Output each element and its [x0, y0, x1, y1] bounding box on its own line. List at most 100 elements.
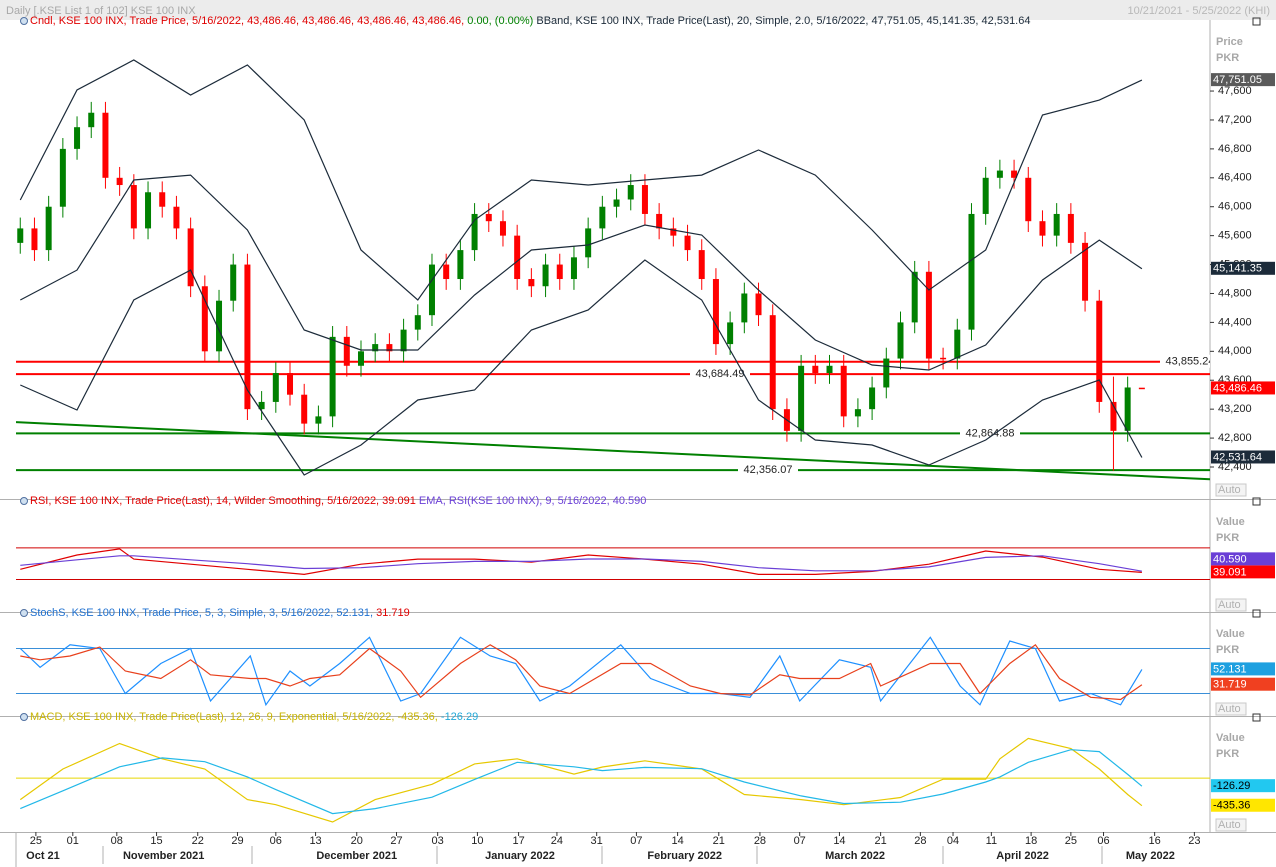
line-label: 42,864.88: [966, 427, 1015, 439]
legend-icon: [20, 609, 28, 617]
auto-button[interactable]: Auto: [1218, 599, 1241, 611]
candle-body: [216, 300, 223, 352]
frame: [0, 20, 1276, 867]
candle-body: [485, 213, 492, 222]
line-label-bg: [690, 367, 750, 381]
y-tick-label: 43,200: [1218, 403, 1252, 415]
value-badge: [1211, 662, 1275, 676]
x-tick-label: 21: [713, 835, 725, 847]
candle-body: [755, 293, 762, 316]
x-tick-label: 04: [947, 835, 959, 847]
value-badge-label: 52.131: [1213, 663, 1247, 675]
legend-entry: Cndl, KSE 100 INX, Trade Price, 5/16/202…: [30, 15, 467, 27]
candle-body: [599, 206, 606, 229]
x-tick-label: 31: [591, 835, 603, 847]
x-tick-label: 16: [1149, 835, 1161, 847]
candle-body: [954, 329, 961, 359]
line-label: 43,855.24: [1166, 356, 1215, 368]
candle-body: [59, 148, 66, 207]
candle-body: [443, 264, 450, 280]
y-tick-label: 46,400: [1218, 172, 1252, 184]
series-line: [20, 259, 1143, 476]
x-tick-label: 08: [111, 835, 123, 847]
candle-body: [741, 293, 748, 323]
auto-button-bg: [1215, 483, 1247, 497]
header-range: 10/21/2021 - 5/25/2022 (KHI): [1128, 5, 1270, 17]
candle-body: [542, 264, 549, 287]
y-tick-label: 46,000: [1218, 201, 1252, 213]
candle-body: [641, 185, 648, 214]
candle-body: [386, 344, 393, 352]
y-axis-title: Value: [1216, 732, 1245, 744]
candle-body: [1053, 213, 1060, 236]
auto-button[interactable]: Auto: [1218, 703, 1241, 715]
candle-body: [145, 192, 152, 229]
legend-entry: StochS, KSE 100 INX, Trade Price, 5, 3, …: [30, 607, 376, 619]
auto-button[interactable]: Auto: [1218, 819, 1241, 831]
value-badge-label: 39.091: [1213, 566, 1247, 578]
x-month-label: Oct 21: [26, 850, 60, 862]
y-tick-label: 44,400: [1218, 316, 1252, 328]
candle-body: [613, 199, 620, 207]
x-month-label: January 2022: [485, 850, 555, 862]
candle-body: [272, 373, 279, 402]
candle-body: [130, 185, 137, 229]
candle-body: [357, 351, 364, 366]
candle-body: [173, 206, 180, 229]
legend-entry: BBand, KSE 100 INX, Trade Price(Last), 2…: [533, 15, 1030, 27]
x-tick-label: 28: [914, 835, 926, 847]
candle-body: [315, 416, 322, 424]
value-badge-label: 42,531.64: [1213, 451, 1262, 463]
panel-icons: [1252, 17, 1261, 722]
candle-body: [17, 228, 24, 243]
candle-body: [869, 387, 876, 410]
candle-body: [102, 112, 109, 178]
value-badge: [1211, 798, 1275, 812]
x-tick-label: 15: [150, 835, 162, 847]
x-tick-label: 28: [754, 835, 766, 847]
auto-button-bg: [1215, 702, 1247, 716]
line-label: 43,684.49: [696, 368, 745, 380]
candle-body: [1082, 242, 1089, 301]
candle-body: [244, 264, 251, 410]
panel-icon: [1252, 713, 1261, 722]
legend-icon: [20, 713, 28, 721]
y-tick-label: 47,600: [1218, 85, 1252, 97]
auto-button-bg: [1215, 598, 1247, 612]
legend: StochS, KSE 100 INX, Trade Price, 5, 3, …: [30, 607, 410, 619]
series-line: [20, 555, 1143, 572]
candle-body: [684, 235, 691, 251]
legend-entry: 31.719: [376, 607, 410, 619]
x-tick-label: 20: [351, 835, 363, 847]
x-tick-label: 18: [1025, 835, 1037, 847]
candle-body: [798, 365, 805, 431]
x-tick-label: 21: [874, 835, 886, 847]
candle-body: [1039, 221, 1046, 236]
x-month-label: February 2022: [647, 850, 722, 862]
candle-body: [88, 112, 95, 128]
value-badge-label: -126.29: [1213, 780, 1250, 792]
candle-body: [826, 365, 833, 374]
candle-body: [585, 228, 592, 258]
legend-icon: [20, 497, 28, 505]
candle-body: [1011, 170, 1018, 178]
candle-body: [698, 250, 705, 280]
candle-body: [528, 279, 535, 287]
x-tick-label: 24: [551, 835, 563, 847]
series-line: [19, 59, 1143, 301]
x-tick-label: 23: [1188, 835, 1200, 847]
panel: [16, 547, 1210, 581]
candle-body: [1110, 401, 1117, 431]
candle-body: [670, 228, 677, 236]
candle-body: [911, 271, 918, 323]
y-axis-title: Value: [1216, 516, 1245, 528]
x-tick-label: 13: [309, 835, 321, 847]
value-badge-label: 45,141.35: [1213, 263, 1262, 275]
x-tick-label: 06: [1097, 835, 1109, 847]
y-tick-label: 45,600: [1218, 230, 1252, 242]
value-badge-label: 47,751.05: [1213, 74, 1262, 86]
legend-entry: 0.00, (0.00%): [467, 15, 533, 27]
candle-body: [656, 213, 663, 229]
auto-button[interactable]: Auto: [1218, 484, 1241, 496]
candle-body: [897, 322, 904, 359]
